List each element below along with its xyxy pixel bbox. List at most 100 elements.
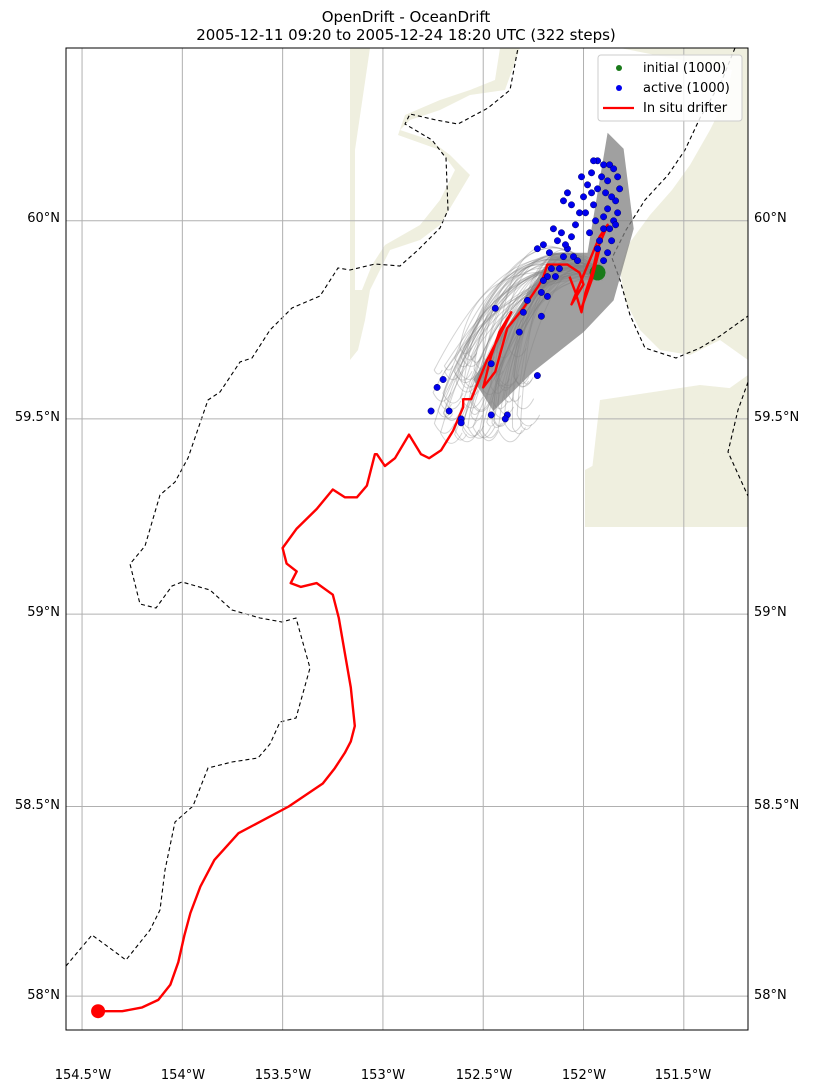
lon-tick-label: 153.5°W	[255, 1068, 312, 1083]
drifter-line	[98, 223, 609, 1013]
active-particle	[588, 189, 595, 197]
latitude-tick-labels-right: 60°N 59.5°N 59°N 58.5°N 58°N	[754, 211, 799, 1003]
trajectory-line	[468, 275, 598, 396]
legend-initial-label: initial (1000)	[643, 61, 726, 76]
active-particle	[600, 257, 608, 265]
land-island	[592, 385, 748, 480]
active-particle	[427, 407, 435, 415]
active-particle	[543, 292, 551, 300]
active-particle	[600, 225, 608, 233]
trajectory-line	[494, 245, 595, 376]
drifter-start-marker	[91, 1004, 106, 1019]
grid-lines	[66, 48, 748, 1030]
active-particle	[562, 241, 569, 249]
active-particle	[602, 189, 610, 197]
title-line-1: OpenDrift - OceanDrift	[322, 8, 491, 26]
active-particle	[584, 181, 591, 189]
land-layer	[350, 48, 748, 527]
lat-tick-label: 58°N	[27, 988, 60, 1003]
active-particle	[445, 407, 453, 415]
trajectory-line	[444, 277, 597, 381]
active-particle	[590, 157, 597, 165]
trajectory-line	[493, 273, 600, 427]
trajectory-line	[454, 257, 595, 384]
trajectory-line	[443, 265, 599, 371]
trajectory-line	[460, 255, 595, 367]
trajectory-line	[497, 264, 597, 443]
longitude-tick-labels: 154.5°W 154°W 153.5°W 153°W 152.5°W 152°…	[55, 1068, 712, 1083]
active-particle	[533, 372, 541, 380]
trajectory-line	[503, 275, 595, 433]
trajectory-line	[433, 258, 594, 375]
active-particle	[551, 273, 559, 281]
active-particle	[501, 415, 509, 423]
active-particle	[515, 328, 523, 336]
lat-tick-label: 58.5°N	[15, 798, 60, 813]
active-particle	[537, 288, 545, 296]
lat-tick-label: 58°N	[754, 988, 787, 1003]
active-particle	[580, 193, 587, 201]
trajectory-line	[461, 275, 595, 439]
trajectory-line	[521, 262, 603, 385]
active-particle	[596, 237, 604, 245]
active-particle	[586, 229, 593, 237]
active-particle	[533, 245, 541, 253]
active-particle	[564, 189, 571, 197]
active-particles	[427, 157, 624, 427]
active-particle	[614, 173, 622, 181]
trajectory-line	[481, 270, 602, 439]
trajectory-line	[453, 268, 596, 381]
trajectory-line	[454, 258, 593, 368]
trajectory-line	[486, 259, 596, 427]
active-particle	[600, 213, 608, 221]
lat-tick-label: 58.5°N	[754, 798, 799, 813]
active-particle	[608, 237, 616, 245]
active-particle	[616, 185, 624, 193]
legend-drifter-label: In situ drifter	[643, 101, 728, 116]
active-particle	[547, 265, 555, 273]
trajectory-line	[463, 247, 598, 361]
active-particle	[539, 241, 547, 249]
active-particle	[549, 225, 557, 233]
boundary-southeast	[727, 381, 748, 497]
active-particle	[523, 296, 531, 304]
active-particle	[558, 229, 565, 237]
trajectory-line	[462, 270, 595, 429]
latitude-tick-labels-left: 60°N 59.5°N 59°N 58.5°N 58°N	[15, 211, 60, 1003]
active-particle	[560, 253, 567, 261]
lon-tick-label: 151.5°W	[655, 1068, 712, 1083]
boundary-west	[66, 48, 519, 967]
lon-tick-label: 154.5°W	[55, 1068, 112, 1083]
active-particle	[608, 193, 616, 201]
active-particle	[614, 209, 622, 217]
trajectory-line	[462, 277, 596, 437]
initial-marker	[597, 266, 606, 275]
active-particle	[568, 201, 575, 209]
trajectory-line	[508, 270, 598, 402]
active-particle	[491, 304, 499, 312]
active-particle	[612, 221, 620, 229]
active-particle	[592, 217, 600, 225]
active-particle	[572, 221, 579, 229]
trajectory-line	[496, 264, 593, 386]
active-particle	[604, 249, 612, 257]
trajectory-line	[432, 278, 598, 402]
active-particle	[582, 209, 589, 217]
active-particle	[553, 237, 561, 245]
active-particle	[487, 411, 495, 419]
plot-frame	[65, 47, 749, 1031]
trajectory-line	[472, 253, 593, 411]
active-particle	[560, 197, 567, 205]
trajectory-line	[503, 263, 599, 403]
trajectory-line	[437, 272, 594, 418]
admin-boundary-lines	[66, 48, 748, 967]
title-line-2: 2005-12-11 09:20 to 2005-12-24 18:20 UTC…	[196, 26, 616, 44]
lon-tick-label: 153°W	[361, 1068, 405, 1083]
active-particle	[487, 360, 495, 368]
active-particle	[439, 376, 447, 383]
lon-tick-label: 152.5°W	[456, 1068, 513, 1083]
active-particle	[568, 233, 575, 241]
active-particle	[590, 201, 597, 209]
trajectory-line	[459, 271, 592, 355]
legend: initial (1000) active (1000) In situ dri…	[597, 54, 743, 122]
